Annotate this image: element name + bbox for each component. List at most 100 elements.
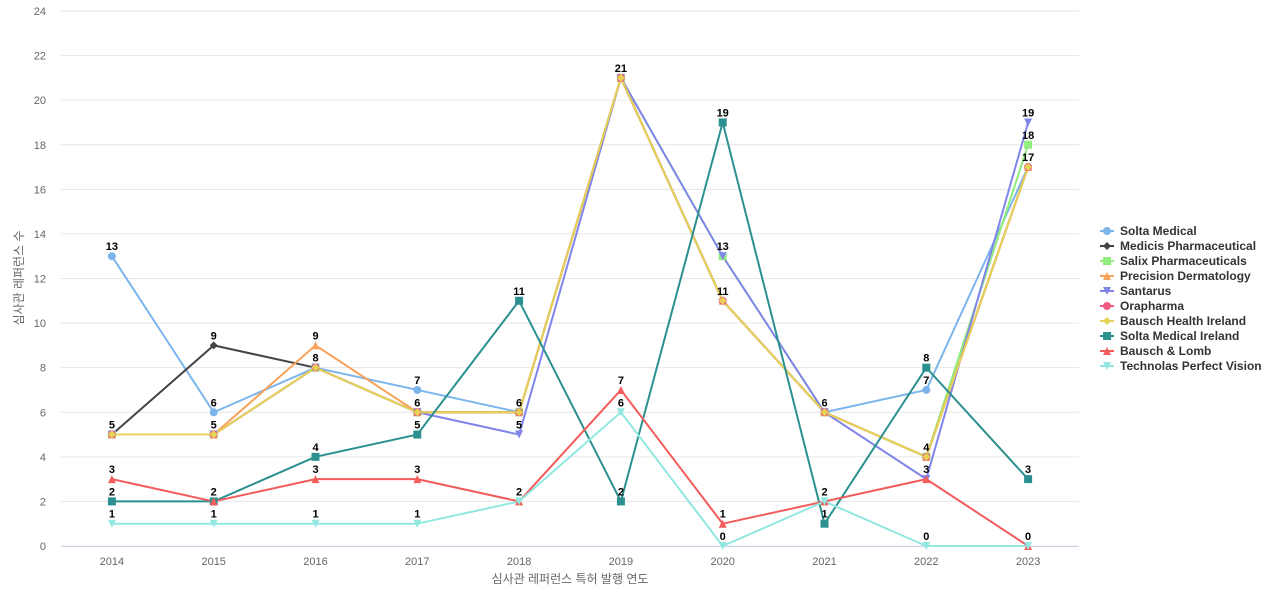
legend-item-salix-pharmaceuticals[interactable]: Salix Pharmaceuticals <box>1100 254 1247 268</box>
data-point-bausch-lomb[interactable] <box>209 497 218 506</box>
data-label: 19 <box>1022 107 1034 119</box>
y-tick-label: 20 <box>34 95 46 107</box>
legend-symbol[interactable] <box>1103 242 1111 250</box>
data-point-santarus[interactable] <box>718 252 727 261</box>
data-point-technolas-perfect-vision[interactable] <box>718 542 727 550</box>
x-tick-label: 2020 <box>710 556 734 568</box>
legend-item-santarus[interactable]: Santarus <box>1100 284 1172 298</box>
data-point-bausch-health-ireland[interactable] <box>413 408 422 417</box>
legend-symbol[interactable] <box>1103 317 1111 325</box>
data-point-bausch-health-ireland[interactable] <box>311 363 320 372</box>
data-point-solta-medical-ireland[interactable] <box>1024 475 1033 484</box>
series-line-technolas-perfect-vision[interactable] <box>110 411 1030 547</box>
data-point-bausch-health-ireland[interactable] <box>107 430 116 439</box>
y-tick-label: 24 <box>34 6 46 18</box>
data-point-santarus[interactable] <box>515 430 524 439</box>
data-label: 18 <box>1022 130 1034 142</box>
data-point-bausch-health-ireland[interactable] <box>718 296 727 305</box>
data-label: 3 <box>312 464 318 476</box>
data-point-bausch-lomb[interactable] <box>616 385 625 394</box>
y-axis-title: 심사관 레퍼런스 수 <box>12 231 26 326</box>
data-point-technolas-perfect-vision[interactable] <box>922 542 931 550</box>
data-point-bausch-health-ireland[interactable] <box>1024 163 1033 172</box>
series-line-bausch-lomb[interactable] <box>110 388 1030 547</box>
data-point-technolas-perfect-vision[interactable] <box>515 497 524 506</box>
data-label: 1 <box>211 509 217 521</box>
data-point-solta-medical[interactable] <box>107 252 116 261</box>
data-point-precision-dermatology[interactable] <box>311 341 320 350</box>
data-point-technolas-perfect-vision[interactable] <box>209 519 218 528</box>
y-tick-label: 16 <box>34 184 46 196</box>
data-point-technolas-perfect-vision[interactable] <box>311 519 320 528</box>
data-point-solta-medical-ireland[interactable] <box>922 363 931 372</box>
data-point-solta-medical[interactable] <box>209 408 218 417</box>
data-point-bausch-health-ireland[interactable] <box>616 73 625 82</box>
data-point-medicis-pharmaceutical[interactable] <box>209 341 218 350</box>
data-point-technolas-perfect-vision[interactable] <box>1024 542 1033 550</box>
data-point-technolas-perfect-vision[interactable] <box>413 519 422 528</box>
data-label: 8 <box>923 353 929 365</box>
data-point-solta-medical-ireland[interactable] <box>107 497 116 506</box>
data-point-bausch-lomb[interactable] <box>107 475 116 484</box>
legend-label: Orapharma <box>1120 299 1184 313</box>
data-point-solta-medical[interactable] <box>413 385 422 394</box>
data-label: 5 <box>516 420 522 432</box>
data-label: 1 <box>821 509 827 521</box>
data-point-bausch-health-ireland[interactable] <box>922 452 931 461</box>
legend-item-bausch-lomb[interactable]: Bausch & Lomb <box>1100 344 1211 358</box>
legend-label: Bausch & Lomb <box>1120 344 1211 358</box>
legend-item-solta-medical[interactable]: Solta Medical <box>1100 224 1197 238</box>
data-point-bausch-lomb[interactable] <box>718 519 727 528</box>
data-point-solta-medical-ireland[interactable] <box>616 497 625 506</box>
data-label: 4 <box>312 442 319 454</box>
data-label: 1 <box>312 509 318 521</box>
legend-label: Solta Medical Ireland <box>1120 329 1239 343</box>
data-label: 6 <box>821 397 827 409</box>
legend-symbol[interactable] <box>1103 332 1111 340</box>
y-tick-label: 0 <box>40 541 46 553</box>
data-label: 5 <box>414 420 420 432</box>
data-point-bausch-health-ireland[interactable] <box>515 408 524 417</box>
data-label: 6 <box>414 397 420 409</box>
data-label: 11 <box>717 286 729 298</box>
legend-symbol[interactable] <box>1103 362 1111 370</box>
legend-item-bausch-health-ireland[interactable]: Bausch Health Ireland <box>1100 314 1246 328</box>
data-point-salix-pharmaceuticals[interactable] <box>1024 140 1033 149</box>
data-point-solta-medical-ireland[interactable] <box>718 118 727 127</box>
legend-item-medicis-pharmaceutical[interactable]: Medicis Pharmaceutical <box>1100 239 1256 253</box>
legend-symbol[interactable] <box>1103 287 1111 295</box>
data-point-santarus[interactable] <box>1024 118 1033 127</box>
data-point-solta-medical[interactable] <box>922 385 931 394</box>
series-line-bausch-health-ireland[interactable] <box>110 76 1030 458</box>
legend-symbol[interactable] <box>1103 347 1111 355</box>
legend-symbol[interactable] <box>1103 227 1111 235</box>
legend-item-precision-dermatology[interactable]: Precision Dermatology <box>1100 269 1251 283</box>
legend-item-orapharma[interactable]: Orapharma <box>1100 299 1184 313</box>
data-point-bausch-lomb[interactable] <box>311 475 320 484</box>
data-point-solta-medical-ireland[interactable] <box>820 519 829 528</box>
data-label: 11 <box>513 286 525 298</box>
data-point-technolas-perfect-vision[interactable] <box>820 497 829 506</box>
data-point-solta-medical-ireland[interactable] <box>413 430 422 439</box>
data-point-technolas-perfect-vision[interactable] <box>107 519 116 528</box>
data-point-bausch-health-ireland[interactable] <box>820 408 829 417</box>
data-label: 4 <box>923 442 930 454</box>
legend-symbol[interactable] <box>1103 257 1111 265</box>
series-line-solta-medical-ireland[interactable] <box>110 121 1030 525</box>
data-point-bausch-lomb[interactable] <box>413 475 422 484</box>
data-label: 5 <box>109 420 115 432</box>
legend-symbol[interactable] <box>1103 302 1111 310</box>
data-point-solta-medical-ireland[interactable] <box>311 452 320 461</box>
x-tick-label: 2019 <box>609 556 633 568</box>
data-point-bausch-health-ireland[interactable] <box>209 430 218 439</box>
data-point-bausch-lomb[interactable] <box>922 475 931 484</box>
legend-label: Salix Pharmaceuticals <box>1120 254 1247 268</box>
legend-item-solta-medical-ireland[interactable]: Solta Medical Ireland <box>1100 329 1239 343</box>
legend-item-technolas-perfect-vision[interactable]: Technolas Perfect Vision <box>1100 359 1262 373</box>
data-point-technolas-perfect-vision[interactable] <box>616 408 625 417</box>
data-label: 2 <box>821 486 827 498</box>
data-point-solta-medical-ireland[interactable] <box>515 296 524 305</box>
legend-symbol[interactable] <box>1103 272 1111 280</box>
